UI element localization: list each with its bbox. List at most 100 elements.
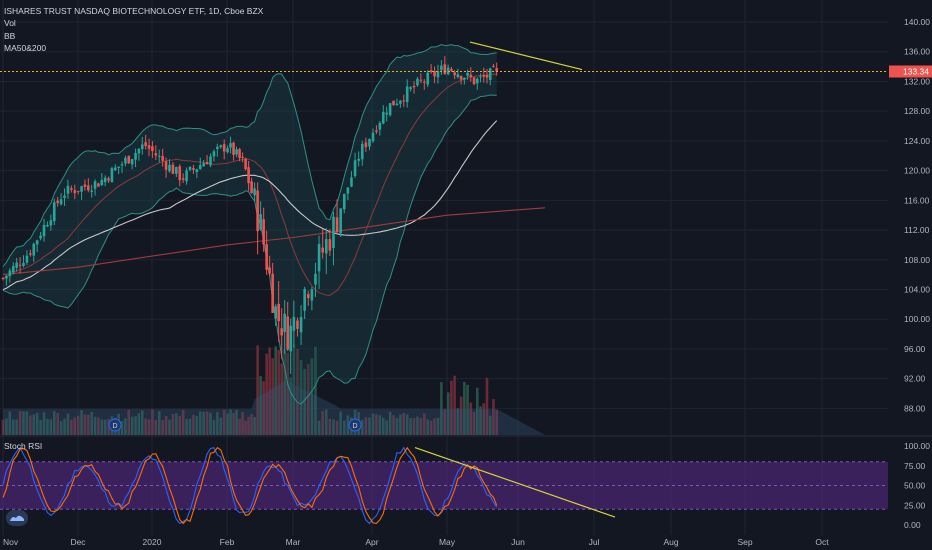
candle-body	[238, 149, 241, 159]
volume-bar	[466, 384, 469, 435]
candle-body	[332, 216, 335, 248]
volume-bar	[328, 418, 332, 435]
stoch-k-line	[2, 446, 498, 525]
volume-marker-d-2	[348, 418, 362, 432]
candle-body	[265, 244, 268, 270]
volume-bar	[219, 417, 223, 435]
candle-body	[286, 316, 290, 350]
volume-bar	[395, 418, 399, 435]
stoch-rsi-pane	[0, 446, 888, 525]
candle-body	[198, 165, 202, 169]
candle-body	[114, 167, 117, 171]
volume-indicator-label[interactable]: Vol	[4, 18, 16, 29]
volume-bar	[97, 417, 100, 435]
price-tick-label: 140.00	[904, 17, 930, 27]
volume-bar	[192, 414, 195, 435]
candle-body	[456, 74, 460, 78]
candle-body	[426, 72, 430, 85]
volume-bar	[216, 412, 219, 435]
volume-bar	[241, 411, 244, 435]
volume-marker-d-2-label: D	[352, 423, 357, 430]
candle-body	[247, 167, 250, 184]
volume-bar	[495, 410, 498, 435]
candle-body	[381, 112, 385, 124]
date-tick-label: Feb	[220, 537, 235, 547]
candle-body	[339, 208, 342, 234]
price-tick-label: 136.00	[904, 47, 930, 57]
candle-body	[15, 262, 18, 268]
candle-body	[259, 214, 262, 230]
volume-bar	[265, 353, 268, 435]
volume-bar	[229, 409, 232, 435]
volume-bar	[130, 416, 134, 435]
volume-bar	[426, 419, 430, 435]
candle-body	[42, 224, 46, 237]
volume-bar	[46, 419, 49, 435]
candle-body	[296, 320, 299, 329]
candle-body	[283, 313, 286, 332]
candle-body	[469, 74, 473, 78]
stoch-rsi-label[interactable]: Stoch RSI	[4, 441, 43, 451]
candle-body	[219, 145, 223, 148]
volume-bar	[335, 420, 339, 435]
candle-body	[39, 235, 42, 239]
volume-bar	[364, 417, 368, 435]
bollinger-indicator-label[interactable]: BB	[4, 30, 16, 41]
volume-bar	[472, 411, 476, 435]
volume-bar	[436, 417, 440, 435]
date-tick-label: May	[439, 537, 456, 547]
volume-bar	[378, 415, 382, 435]
price-tick-label: 96.00	[904, 344, 926, 354]
volume-bar	[70, 419, 73, 435]
bollinger-upper	[2, 43, 497, 267]
volume-bar	[299, 359, 303, 435]
volume-bar	[409, 418, 412, 435]
candle-body	[453, 72, 456, 76]
volume-bar	[271, 358, 274, 435]
candle-body	[292, 316, 296, 331]
price-tick-label: 92.00	[904, 374, 926, 384]
candle-body	[216, 146, 219, 150]
candle-body	[402, 100, 406, 102]
candle-body	[385, 112, 388, 115]
candle-body	[46, 225, 49, 227]
candle-body	[103, 177, 107, 183]
volume-bar	[212, 419, 216, 435]
candle-body	[127, 155, 131, 164]
volume-bar	[399, 414, 402, 435]
candle-body	[144, 142, 147, 147]
volume-bar	[32, 414, 36, 435]
volume-bar	[52, 411, 56, 435]
volume-bar	[209, 412, 212, 435]
candle-body	[241, 156, 244, 158]
volume-bar	[324, 409, 328, 435]
candle-body	[157, 155, 161, 157]
candle-body	[185, 170, 188, 182]
candle-body	[154, 153, 158, 156]
candle-body	[107, 178, 110, 181]
candle-body	[416, 78, 419, 86]
volume-bar	[259, 375, 262, 435]
volume-bar	[274, 346, 277, 435]
candle-body	[328, 239, 332, 251]
candle-body	[5, 275, 8, 279]
volume-bar	[412, 418, 416, 435]
volume-bar	[181, 409, 185, 435]
volume-bar	[456, 408, 460, 435]
candle-body	[492, 66, 495, 68]
price-tick-label: 128.00	[904, 106, 930, 116]
volume-bar	[283, 349, 286, 435]
volume-bar	[188, 418, 192, 435]
ma-indicator-label[interactable]: MA50&200	[4, 42, 47, 53]
volume-bar	[429, 420, 433, 435]
candle-body	[171, 164, 175, 174]
tradingview-logo-icon[interactable]	[6, 510, 28, 526]
candle-body	[485, 74, 489, 78]
volume-bar	[292, 344, 296, 435]
candle-body	[130, 159, 134, 165]
volume-bar	[154, 420, 158, 435]
candle-body	[250, 181, 253, 194]
volume-bar	[392, 415, 395, 435]
volume-bar	[8, 411, 12, 435]
